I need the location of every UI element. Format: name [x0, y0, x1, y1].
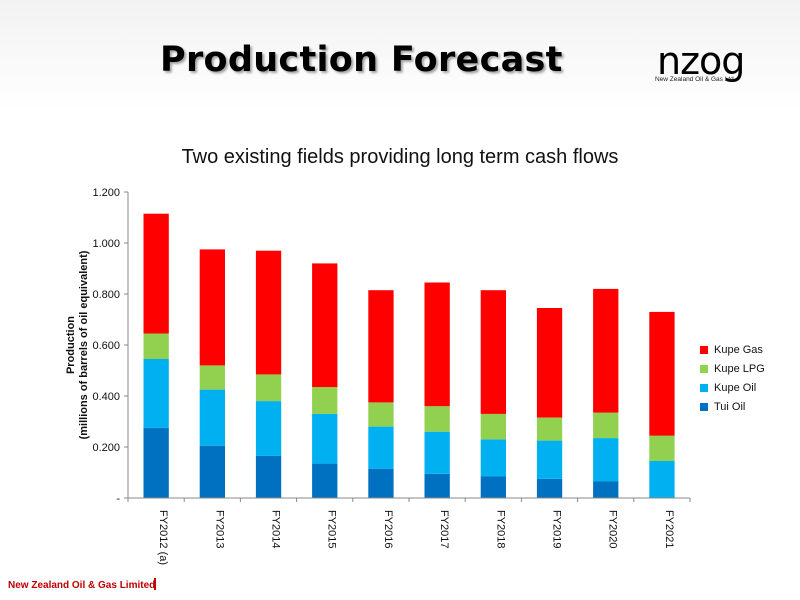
- legend-label: Tui Oil: [714, 400, 746, 413]
- bar-tui-oil-fy2013: [199, 445, 225, 498]
- logo-tagline: New Zealand Oil & Gas Ltd: [655, 76, 734, 83]
- bar-kupe-lpg-fy2018: [480, 413, 506, 440]
- bar-kupe-lpg-fy2017: [424, 406, 450, 432]
- y-axis-label: Production (millions of barrels of oil eq…: [65, 250, 90, 439]
- y-tick-label: 0.800: [92, 289, 120, 301]
- x-tick-label: FY2021: [663, 510, 675, 549]
- bar-kupe-lpg-fy2019: [536, 417, 563, 441]
- nzog-logo: nzog: [657, 39, 745, 83]
- bar-tui-oil-fy2012-a-: [143, 427, 169, 498]
- x-tick-label: FY2020: [607, 510, 619, 549]
- bar-kupe-oil-fy2021: [649, 461, 675, 498]
- bar-kupe-lpg-fy2014: [255, 374, 282, 402]
- bar-kupe-gas-fy2020: [593, 288, 619, 413]
- bar-tui-oil-fy2017: [424, 473, 450, 498]
- bar-tui-oil-fy2015: [312, 463, 338, 498]
- legend-swatch: [700, 383, 708, 392]
- footer-company-name: New Zealand Oil & Gas Limited: [8, 580, 156, 591]
- legend-label: Kupe Oil: [714, 381, 757, 394]
- bar-tui-oil-fy2018: [480, 476, 506, 498]
- bar-kupe-oil-fy2016: [368, 426, 394, 469]
- y-tick-label: -: [116, 493, 120, 505]
- x-tick-label: FY2016: [382, 510, 394, 549]
- legend-swatch: [700, 345, 708, 354]
- bar-kupe-lpg-fy2015: [312, 387, 338, 414]
- chart-legend: Kupe Gas Kupe LPG Kupe Oil Tui Oil: [700, 340, 765, 416]
- bar-kupe-lpg-fy2012-a-: [143, 333, 169, 359]
- bar-kupe-oil-fy2015: [312, 413, 338, 464]
- x-tick-label: FY2018: [494, 510, 506, 549]
- footer-divider: [154, 578, 156, 590]
- bar-tui-oil-fy2020: [593, 481, 619, 498]
- bar-kupe-gas-fy2021: [649, 311, 675, 436]
- bar-kupe-oil-fy2013: [199, 389, 225, 446]
- logo-wordmark: nzog: [657, 39, 744, 83]
- x-tick-label: FY2017: [438, 510, 450, 549]
- bar-tui-oil-fy2014: [255, 455, 282, 498]
- y-tick-label: 1.200: [92, 187, 120, 199]
- y-axis-label-line: (millions of barrels of oil equivalent): [78, 250, 90, 439]
- y-tick-label: 1.000: [92, 238, 120, 250]
- x-tick-label: FY2015: [326, 510, 338, 549]
- bar-kupe-gas-fy2019: [536, 308, 563, 418]
- y-axis-label-line: Production: [65, 316, 77, 374]
- bar-kupe-lpg-fy2013: [199, 365, 225, 390]
- bar-kupe-lpg-fy2021: [649, 435, 675, 461]
- legend-item-tui-oil: Tui Oil: [700, 397, 765, 416]
- bar-kupe-oil-fy2019: [536, 440, 563, 479]
- x-tick-label: FY2012 (a): [157, 510, 169, 565]
- bar-tui-oil-fy2016: [368, 468, 394, 498]
- x-tick-label: FY2019: [551, 510, 563, 549]
- y-tick-label: 0.200: [92, 442, 120, 454]
- slide-title: Production Forecast: [160, 40, 563, 80]
- axes: FY2012 (a) FY2013 FY2014 FY2015 FY2016 FY2017…: [92, 187, 691, 565]
- bar-kupe-gas-fy2015: [312, 263, 338, 388]
- bar-tui-oil-fy2019: [536, 478, 563, 498]
- bar-kupe-gas-fy2013: [199, 249, 225, 366]
- legend-item-kupe-oil: Kupe Oil: [700, 378, 765, 397]
- legend-swatch: [700, 364, 708, 373]
- legend-item-kupe-lpg: Kupe LPG: [700, 359, 765, 378]
- bar-kupe-gas-fy2012-a-: [143, 213, 169, 334]
- legend-item-kupe-gas: Kupe Gas: [700, 340, 765, 359]
- bar-kupe-oil-fy2014: [255, 401, 282, 456]
- x-tick-label: FY2014: [270, 510, 282, 549]
- bar-kupe-oil-fy2012-a-: [143, 359, 169, 428]
- bar-kupe-gas-fy2016: [368, 290, 394, 403]
- bar-kupe-gas-fy2017: [424, 282, 450, 407]
- bar-kupe-oil-fy2018: [480, 439, 506, 477]
- bar-kupe-oil-fy2020: [593, 438, 619, 482]
- y-tick-label: 0.600: [92, 340, 120, 352]
- bar-group: [143, 213, 675, 498]
- bar-kupe-lpg-fy2020: [593, 412, 619, 439]
- bar-kupe-gas-fy2018: [480, 290, 506, 414]
- bar-kupe-oil-fy2017: [424, 431, 450, 474]
- y-tick-label: 0.400: [92, 391, 120, 403]
- legend-swatch: [700, 402, 708, 411]
- chart-title: Two existing fields providing long term …: [181, 146, 619, 168]
- bar-kupe-gas-fy2014: [255, 250, 282, 375]
- legend-label: Kupe Gas: [714, 343, 763, 356]
- legend-label: Kupe LPG: [714, 362, 765, 375]
- x-tick-label: FY2013: [213, 510, 225, 549]
- bar-kupe-lpg-fy2016: [368, 402, 394, 427]
